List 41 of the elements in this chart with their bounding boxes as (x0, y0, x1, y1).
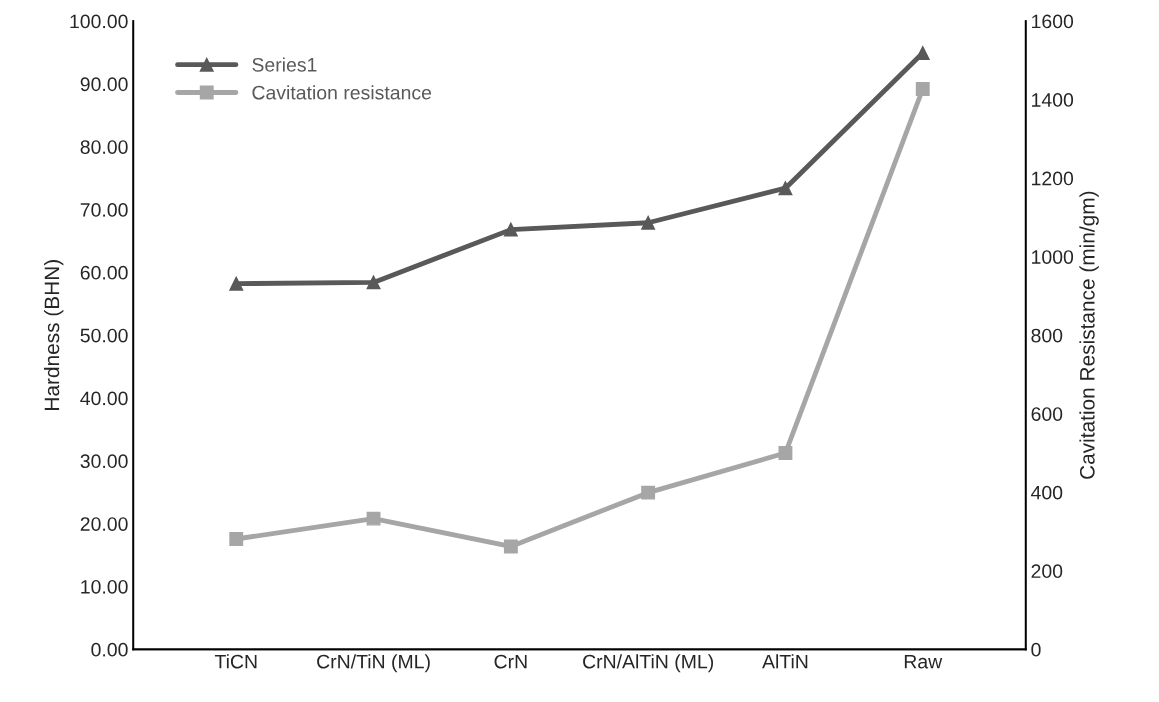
point (503, 222, 518, 237)
y-tick-label: 0.00 (91, 642, 128, 657)
y2-tick-label: 1000 (1032, 250, 1074, 264)
y-axis-title: Hardness (BHN) (43, 260, 64, 410)
y-tick-label: 40.00 (80, 391, 128, 406)
x-tick-label: AlTiN (762, 654, 808, 669)
point (778, 181, 793, 196)
y2-tick-label: 200 (1031, 564, 1063, 579)
y2-tick-label: 1200 (1032, 171, 1074, 186)
y-tick-label: 70.00 (80, 203, 128, 217)
point (366, 511, 381, 526)
y-tick-label: 20.00 (80, 517, 128, 531)
y-tick-label: 10.00 (81, 579, 128, 594)
point (641, 215, 656, 230)
legend-label: Series1 (252, 57, 317, 72)
point (229, 532, 244, 546)
y-tick-label: 100.00 (70, 14, 128, 29)
x-tick-label: TiCN (214, 654, 257, 669)
y-tick-label: 30.00 (80, 454, 128, 469)
point (641, 485, 656, 500)
point (503, 539, 518, 554)
y2-tick-label: 1600 (1032, 14, 1074, 29)
x-tick-label: Raw (904, 654, 943, 669)
legend-label: Cavitation resistance (252, 85, 432, 100)
y2-tick-label: 0 (1031, 642, 1041, 657)
y2-tick-label: 400 (1031, 485, 1063, 500)
y-tick-label: 60.00 (80, 265, 128, 280)
x-tick-label: CrN (494, 654, 527, 669)
y2-tick-label: 1400 (1032, 93, 1074, 107)
point (366, 275, 381, 290)
y-tick-label: 80.00 (80, 140, 128, 154)
point (778, 446, 793, 460)
y2-axis-title: Cavitation Resistance (min/gm) (1079, 191, 1099, 479)
point (915, 82, 930, 96)
x-tick-label: CrN/AlTiN (ML) (583, 654, 714, 673)
y-tick-label: 90.00 (80, 77, 128, 92)
y2-tick-label: 800 (1031, 328, 1063, 343)
y2-tick-label: 600 (1031, 407, 1063, 421)
point (229, 276, 244, 291)
x-tick-label: CrN/TiN (ML) (317, 654, 430, 673)
y-tick-label: 50.00 (80, 328, 128, 343)
